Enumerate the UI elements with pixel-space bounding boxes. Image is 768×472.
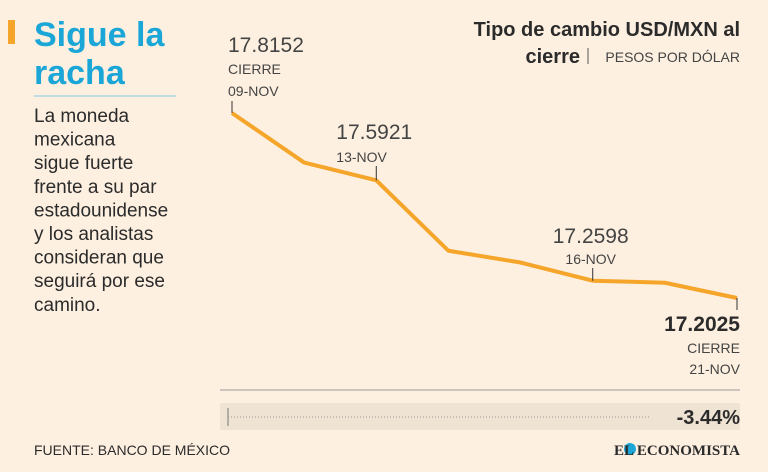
date-label: 09-NOV (228, 83, 279, 99)
value-label: 17.2025 (664, 313, 740, 336)
change-label: -3.44% (677, 407, 741, 429)
chart-title: Tipo de cambio USD/MXN al (474, 19, 740, 41)
description-line: camino. (34, 295, 101, 316)
chart-subtitle: PESOS POR DÓLAR (605, 49, 740, 65)
plot: 17.8152 CIERRE 09-NOV 17.5921 13-NOV 17.2598 1… (228, 34, 741, 377)
date-label: 16-NOV (565, 251, 616, 267)
accent-bar (8, 20, 15, 44)
source: FUENTE: BANCO DE MÉXICO (34, 442, 230, 458)
headline: racha (34, 54, 126, 92)
value-label: 17.2598 (553, 225, 629, 248)
headline: Sigue la (34, 16, 165, 54)
value-label: 17.8152 (228, 34, 304, 57)
brand-icon (624, 443, 636, 455)
brand: EL ECONOMISTA (614, 443, 740, 459)
description-line: estadounidense (34, 200, 168, 221)
close-label: CIERRE (228, 61, 281, 77)
description-line: y los analistas (34, 224, 153, 245)
close-label: CIERRE (687, 340, 740, 356)
description-line: La moneda (34, 106, 130, 127)
chart-title: cierre (526, 46, 581, 68)
description-line: seguirá por ese (34, 271, 165, 292)
value-label: 17.5921 (336, 121, 412, 144)
date-label: 13-NOV (336, 149, 387, 165)
description-line: sigue fuerte (34, 153, 133, 174)
date-label: 21-NOV (689, 361, 740, 377)
description-line: consideran que (34, 248, 164, 269)
description-line: mexicana (34, 130, 116, 151)
description-line: frente a su par (34, 177, 157, 198)
line (230, 111, 738, 300)
